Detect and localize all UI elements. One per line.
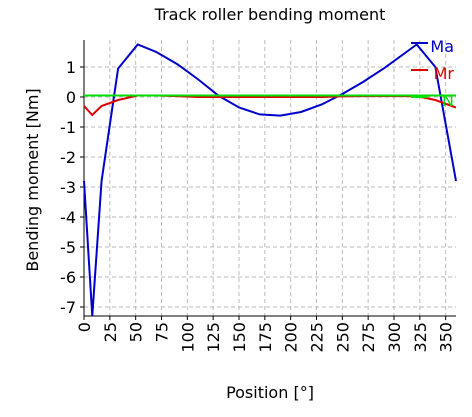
y-tick-label: -6 bbox=[60, 268, 76, 287]
series-line bbox=[83, 43, 457, 317]
x-tick-label: 350 bbox=[437, 322, 456, 353]
legend-label: N bbox=[442, 91, 454, 110]
y-tick-label: -2 bbox=[60, 148, 76, 167]
x-tick-label: 0 bbox=[75, 322, 94, 332]
x-tick-label: 250 bbox=[333, 322, 352, 353]
x-tick-label: 275 bbox=[359, 322, 378, 353]
x-tick-label: 50 bbox=[127, 322, 146, 342]
x-tick-label: 175 bbox=[256, 322, 275, 353]
x-tick-label: 25 bbox=[101, 322, 120, 342]
x-axis-label: Position [°] bbox=[226, 383, 314, 402]
x-tick-label: 100 bbox=[178, 322, 197, 353]
legend-label: Ma bbox=[430, 37, 454, 56]
y-tick-label: -5 bbox=[60, 238, 76, 257]
x-tick-label: 75 bbox=[153, 322, 172, 342]
x-tick-label: 300 bbox=[385, 322, 404, 353]
y-tick-label: -7 bbox=[60, 298, 76, 317]
x-tick-label: 125 bbox=[204, 322, 223, 353]
x-tick-label: 225 bbox=[308, 322, 327, 353]
series-line bbox=[83, 94, 457, 117]
x-tick-label: 150 bbox=[230, 322, 249, 353]
y-axis-label: Bending moment [Nm] bbox=[23, 88, 42, 271]
chart-title: Track roller bending moment bbox=[154, 5, 386, 24]
y-tick-label: 1 bbox=[66, 58, 76, 77]
y-tick-label: -1 bbox=[60, 118, 76, 137]
legend-label: Mr bbox=[434, 64, 455, 83]
x-tick-label: 200 bbox=[282, 322, 301, 353]
y-tick-label: -3 bbox=[60, 178, 76, 197]
y-tick-label: -4 bbox=[60, 208, 76, 227]
x-tick-label: 325 bbox=[411, 322, 430, 353]
y-tick-label: 0 bbox=[66, 88, 76, 107]
